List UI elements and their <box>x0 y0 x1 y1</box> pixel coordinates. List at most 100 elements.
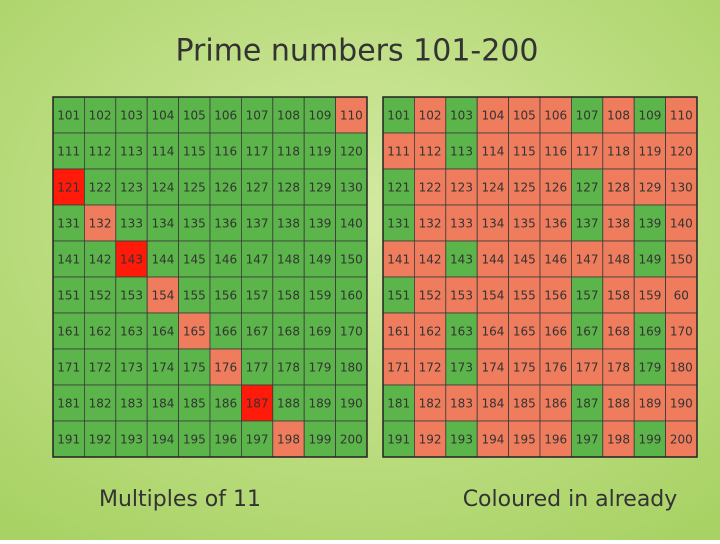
cell-number: 136 <box>544 217 567 231</box>
cell-number: 104 <box>151 109 174 123</box>
cell-number: 112 <box>419 145 442 159</box>
grid-cell <box>476 240 510 278</box>
cell-number: 196 <box>544 433 567 447</box>
cell-number: 183 <box>450 397 473 411</box>
cell-number: 166 <box>214 325 237 339</box>
cell-number: 174 <box>151 361 174 375</box>
cell-number: 171 <box>387 361 410 375</box>
grid-cell <box>52 168 85 206</box>
cell-number: 60 <box>674 289 689 303</box>
cell-number: 181 <box>57 397 80 411</box>
cell-number: 186 <box>544 397 567 411</box>
cell-number: 162 <box>89 325 112 339</box>
grid-cell <box>303 240 337 278</box>
cell-number: 132 <box>419 217 442 231</box>
cell-number: 188 <box>277 397 300 411</box>
cell-number: 128 <box>607 181 630 195</box>
cell-number: 120 <box>340 145 363 159</box>
cell-number: 194 <box>151 433 174 447</box>
cell-number: 193 <box>120 433 143 447</box>
cell-number: 147 <box>576 253 599 267</box>
cell-number: 176 <box>544 361 567 375</box>
cell-number: 179 <box>308 361 331 375</box>
cell-number: 110 <box>670 109 693 123</box>
cell-number: 106 <box>214 109 237 123</box>
grid-cell <box>146 132 179 170</box>
grid-cell <box>382 312 415 350</box>
cell-number: 110 <box>340 109 363 123</box>
cell-number: 190 <box>670 397 693 411</box>
cell-number: 167 <box>576 325 599 339</box>
cell-number: 131 <box>387 217 410 231</box>
cell-number: 111 <box>57 145 80 159</box>
cell-number: 175 <box>183 361 206 375</box>
cell-number: 141 <box>57 253 80 267</box>
cell-number: 143 <box>450 253 473 267</box>
cell-number: 123 <box>450 181 473 195</box>
grid-cell <box>303 276 337 314</box>
grid-cell <box>382 276 415 314</box>
cell-number: 194 <box>481 433 504 447</box>
cell-number: 139 <box>308 217 331 231</box>
grid-cell <box>602 348 635 386</box>
cell-number: 109 <box>308 109 331 123</box>
grid-cell <box>602 384 635 422</box>
cell-number: 108 <box>277 109 300 123</box>
grid-cell <box>476 132 510 170</box>
cell-number: 157 <box>576 289 599 303</box>
cell-number: 145 <box>513 253 536 267</box>
cell-number: 123 <box>120 181 143 195</box>
grid-cell <box>413 348 447 386</box>
cell-number: 137 <box>576 217 599 231</box>
grid-cell <box>571 348 604 386</box>
grid-cell <box>303 132 337 170</box>
cell-number: 128 <box>277 181 300 195</box>
cell-number: 130 <box>340 181 363 195</box>
grid-cell <box>115 420 148 458</box>
grid-cell <box>303 384 337 422</box>
grid-cell <box>335 348 368 386</box>
cell-number: 135 <box>513 217 536 231</box>
cell-number: 150 <box>670 253 693 267</box>
grid-cell <box>413 240 447 278</box>
cell-number: 119 <box>638 145 661 159</box>
cell-number: 152 <box>419 289 442 303</box>
cell-number: 135 <box>183 217 206 231</box>
cell-number: 191 <box>57 433 80 447</box>
grid-cell <box>52 96 85 134</box>
cell-number: 163 <box>120 325 143 339</box>
cell-number: 105 <box>183 109 206 123</box>
grid-cell <box>539 96 572 134</box>
cell-number: 177 <box>576 361 599 375</box>
grid-cell <box>178 240 211 278</box>
cell-number: 173 <box>450 361 473 375</box>
cell-number: 195 <box>183 433 206 447</box>
cell-number: 138 <box>277 217 300 231</box>
cell-number: 197 <box>246 433 269 447</box>
cell-number: 146 <box>214 253 237 267</box>
grid-cell <box>571 132 604 170</box>
grid-cell <box>539 240 572 278</box>
grid-cell <box>571 240 604 278</box>
cell-number: 160 <box>340 289 363 303</box>
cell-number: 189 <box>638 397 661 411</box>
grid-cell <box>445 168 478 206</box>
cell-number: 112 <box>89 145 112 159</box>
grid-cell <box>539 276 572 314</box>
cell-number: 127 <box>246 181 269 195</box>
grid-cell <box>178 312 211 350</box>
grid-cell <box>272 96 305 134</box>
grid-cell <box>382 240 415 278</box>
cell-number: 144 <box>151 253 174 267</box>
cell-number: 157 <box>246 289 269 303</box>
cell-number: 144 <box>481 253 504 267</box>
grid-cell <box>272 132 305 170</box>
cell-number: 200 <box>670 433 693 447</box>
grid-cell <box>272 348 305 386</box>
cell-number: 126 <box>544 181 567 195</box>
grid-cell <box>445 204 478 242</box>
cell-number: 164 <box>151 325 174 339</box>
cell-number: 132 <box>89 217 112 231</box>
cell-number: 145 <box>183 253 206 267</box>
